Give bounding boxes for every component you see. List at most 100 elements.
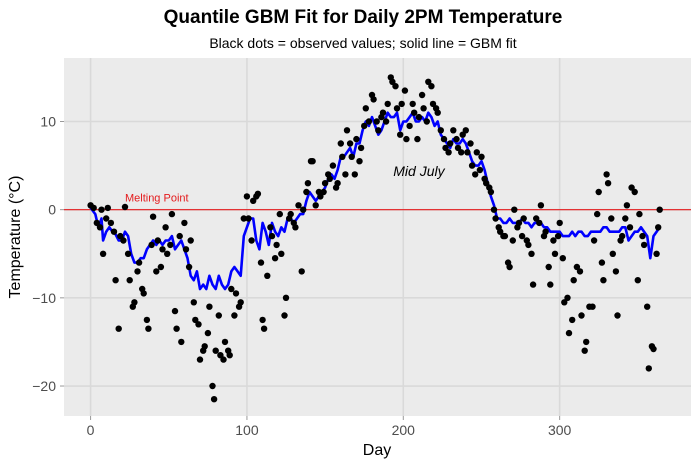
observed-point bbox=[559, 255, 566, 262]
observed-point bbox=[264, 272, 271, 279]
observed-point bbox=[171, 307, 179, 315]
observed-point bbox=[594, 210, 601, 218]
observed-point bbox=[317, 193, 324, 200]
observed-point bbox=[303, 188, 310, 196]
observed-point bbox=[221, 338, 229, 346]
observed-point bbox=[520, 215, 527, 222]
observed-point bbox=[487, 188, 495, 196]
observed-point bbox=[98, 206, 105, 213]
observed-point bbox=[414, 135, 421, 143]
x-axis-title: Day bbox=[363, 442, 391, 459]
observed-point bbox=[153, 268, 160, 275]
observed-point bbox=[326, 175, 333, 182]
y-axis-ticks: −20 −10 0 10 bbox=[32, 113, 64, 394]
observed-point bbox=[631, 188, 638, 196]
observed-point bbox=[295, 202, 302, 209]
observed-point bbox=[542, 228, 549, 235]
observed-point bbox=[576, 268, 584, 275]
observed-point bbox=[614, 312, 621, 319]
observed-point bbox=[490, 206, 498, 213]
observed-point bbox=[131, 299, 138, 306]
observed-point bbox=[206, 303, 213, 310]
observed-point bbox=[550, 237, 557, 244]
observed-point bbox=[154, 237, 161, 244]
melting-point-label: Melting Point bbox=[125, 193, 189, 205]
observed-point bbox=[423, 118, 430, 125]
observed-point bbox=[120, 237, 127, 244]
observed-point bbox=[440, 135, 448, 143]
observed-point bbox=[196, 356, 204, 363]
observed-point bbox=[640, 241, 648, 249]
observed-point bbox=[556, 219, 563, 227]
observed-point bbox=[382, 118, 390, 125]
x-tick-label: 100 bbox=[235, 422, 259, 438]
observed-point bbox=[353, 135, 360, 143]
observed-point bbox=[415, 113, 423, 121]
observed-point bbox=[237, 299, 244, 306]
observed-point bbox=[450, 127, 457, 134]
x-tick-label: 0 bbox=[87, 422, 95, 438]
observed-point bbox=[226, 352, 233, 359]
observed-point bbox=[168, 210, 176, 218]
observed-point bbox=[135, 259, 143, 266]
observed-point bbox=[178, 338, 185, 346]
observed-point bbox=[209, 382, 216, 390]
observed-point bbox=[565, 329, 573, 337]
observed-point bbox=[370, 96, 377, 103]
observed-point bbox=[278, 250, 285, 257]
observed-point bbox=[121, 203, 129, 211]
chart-title: Quantile GBM Fit for Daily 2PM Temperatu… bbox=[164, 7, 563, 28]
observed-point bbox=[600, 277, 607, 284]
observed-point bbox=[403, 135, 410, 143]
observed-point bbox=[99, 250, 107, 257]
observed-point bbox=[437, 127, 444, 134]
observed-point bbox=[356, 158, 363, 165]
observed-point bbox=[167, 241, 174, 249]
observed-point bbox=[551, 250, 559, 257]
observed-point bbox=[192, 316, 199, 324]
observed-point bbox=[373, 118, 380, 125]
observed-point bbox=[645, 365, 652, 372]
observed-point bbox=[392, 83, 399, 90]
observed-point bbox=[464, 149, 471, 156]
observed-point bbox=[282, 294, 290, 301]
observed-point bbox=[428, 83, 435, 90]
observed-point bbox=[608, 215, 615, 222]
observed-point bbox=[570, 277, 577, 284]
y-axis-title: Temperature (°C) bbox=[7, 176, 24, 299]
observed-point bbox=[393, 105, 401, 112]
observed-point bbox=[271, 255, 279, 262]
chart-subtitle: Black dots = observed values; solid line… bbox=[209, 35, 516, 51]
observed-point bbox=[622, 215, 629, 222]
observed-point bbox=[357, 144, 365, 152]
observed-point bbox=[401, 87, 409, 94]
observed-point bbox=[365, 118, 373, 125]
observed-point bbox=[220, 356, 227, 363]
observed-point bbox=[595, 188, 602, 196]
observed-point bbox=[626, 224, 634, 231]
observed-point bbox=[260, 325, 268, 332]
observed-point bbox=[190, 299, 197, 306]
observed-point bbox=[309, 158, 316, 165]
observed-point bbox=[497, 228, 504, 235]
observed-point bbox=[134, 268, 141, 275]
observed-point bbox=[107, 219, 115, 227]
observed-point bbox=[561, 299, 568, 306]
observed-point bbox=[418, 91, 426, 99]
observed-points bbox=[87, 74, 663, 403]
observed-point bbox=[644, 303, 651, 310]
observed-point bbox=[653, 250, 660, 257]
observed-point bbox=[115, 325, 122, 332]
observed-point bbox=[458, 149, 465, 156]
observed-point bbox=[655, 224, 662, 231]
mid-july-label: Mid July bbox=[393, 163, 445, 179]
observed-point bbox=[298, 268, 305, 275]
observed-point bbox=[636, 210, 643, 218]
observed-point bbox=[112, 277, 119, 284]
observed-point bbox=[650, 345, 657, 353]
observed-point bbox=[529, 281, 537, 288]
observed-point bbox=[348, 153, 355, 160]
observed-point bbox=[384, 100, 391, 108]
observed-point bbox=[346, 140, 354, 147]
